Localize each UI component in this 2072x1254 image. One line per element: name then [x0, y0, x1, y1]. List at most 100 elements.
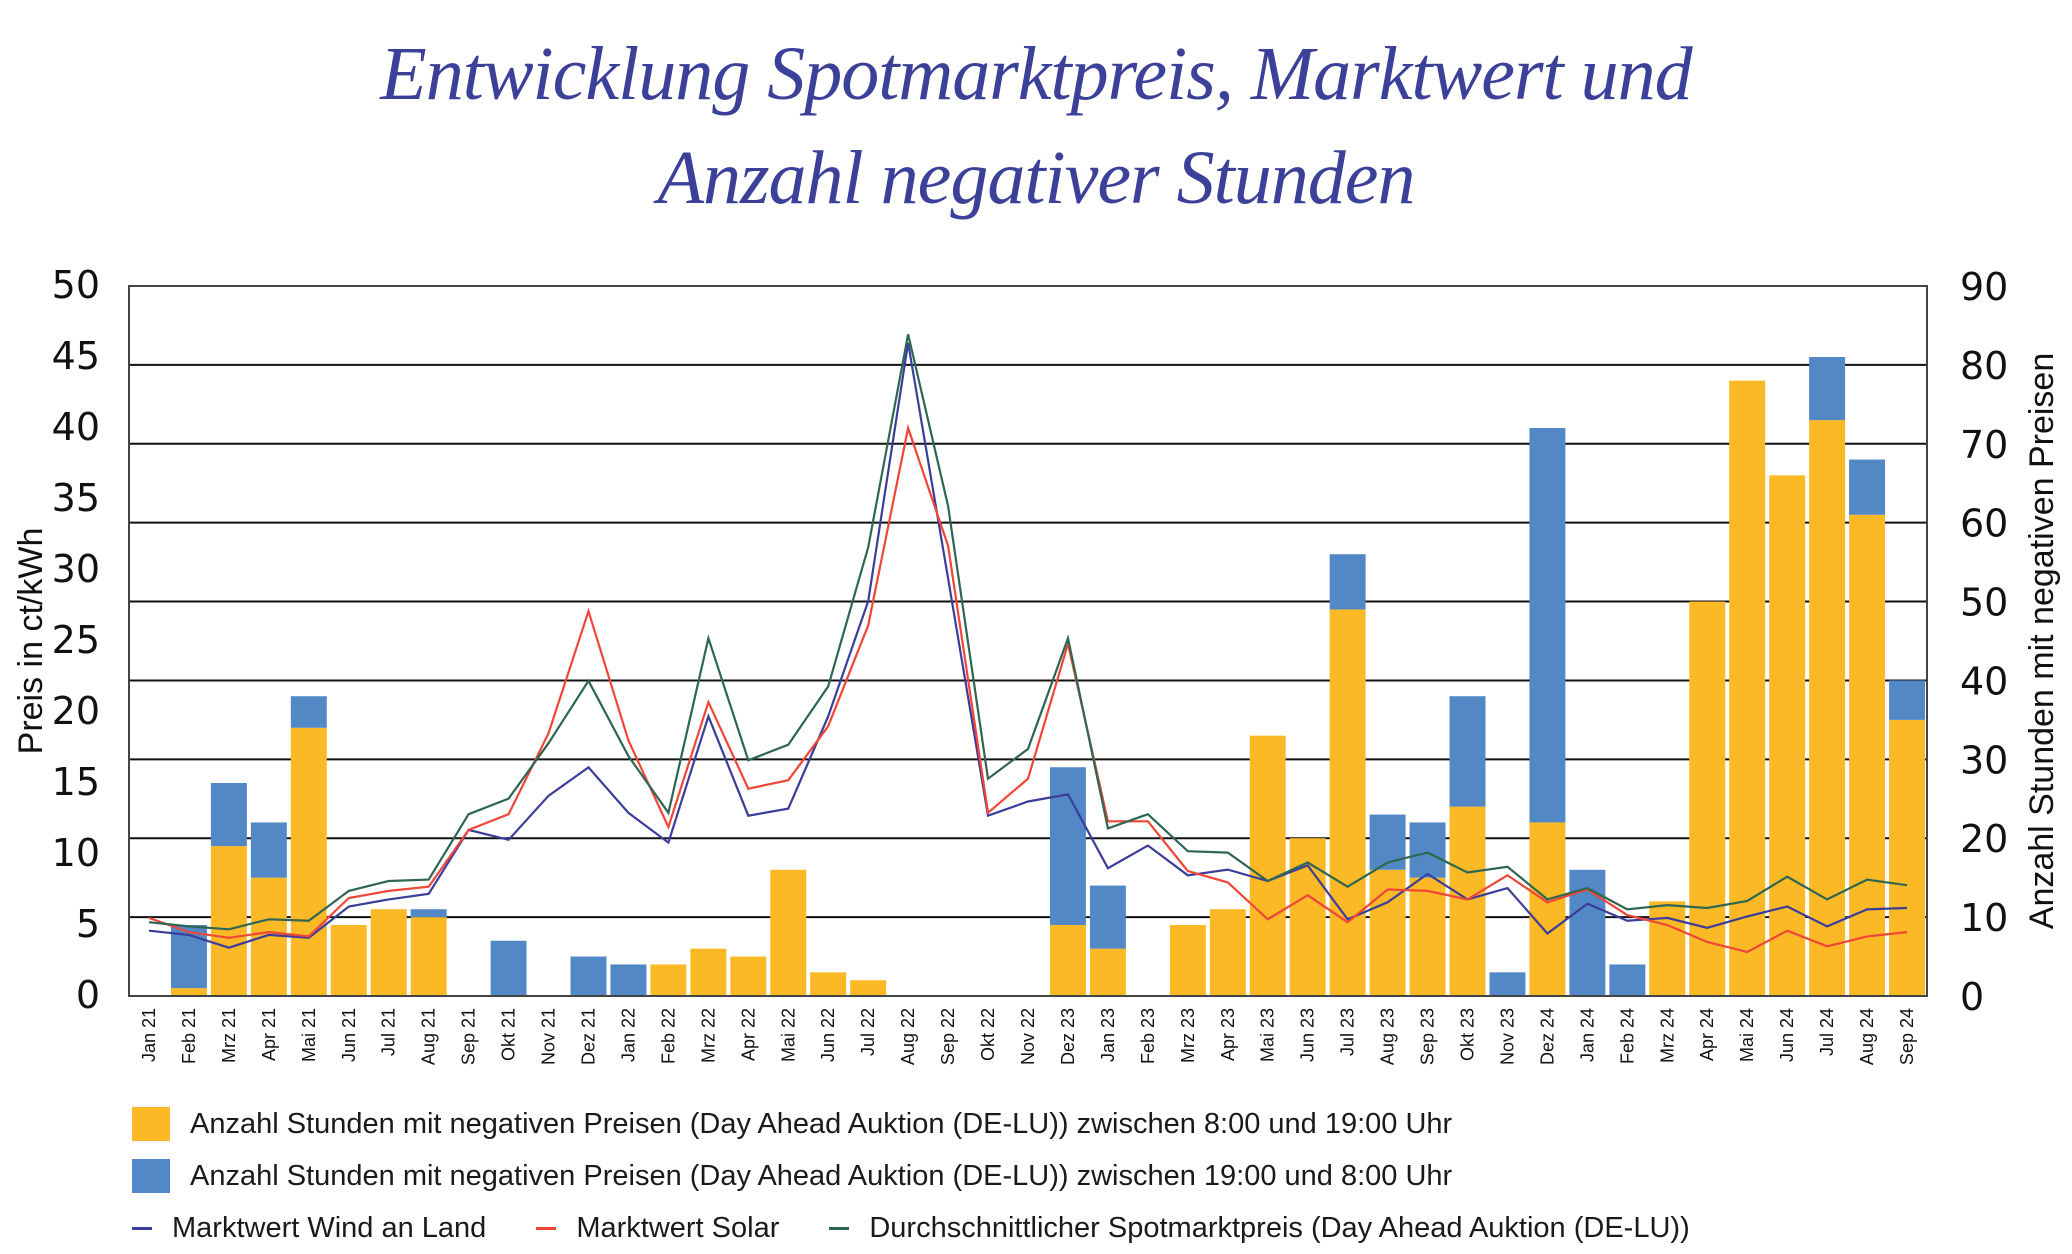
bar-night-hours	[1089, 885, 1126, 949]
gridlines	[129, 363, 1927, 919]
legend-swatch-night-hours	[132, 1159, 170, 1193]
bar-night-hours	[490, 940, 527, 996]
bar-day-hours	[1329, 609, 1366, 996]
bar-day-hours	[1209, 909, 1246, 996]
legend-swatch-solar	[536, 1226, 557, 1230]
bar-day-hours	[330, 925, 367, 996]
legend-label-night-hours: Anzahl Stunden mit negativen Preisen (Da…	[190, 1159, 1453, 1192]
y-left-tick-label: 10	[52, 831, 100, 875]
x-tick-label: Dez 24	[1537, 1008, 1557, 1065]
x-tick-label: Apr 23	[1218, 1008, 1238, 1061]
x-tick-label: Aug 24	[1857, 1008, 1877, 1065]
y-left-tick-label: 35	[52, 476, 100, 520]
x-tick-label: Jun 24	[1777, 1008, 1797, 1062]
x-tick-label: Sep 21	[459, 1008, 479, 1065]
line-layer	[148, 334, 1908, 954]
bar-day-hours	[1649, 901, 1686, 996]
bar-night-hours	[1489, 972, 1526, 996]
bar-night-hours	[1849, 459, 1886, 515]
x-tick-label: Okt 22	[978, 1008, 998, 1061]
y-right-tick-label: 10	[1960, 896, 2008, 940]
chart-title: Entwicklung Spotmarktpreis, Marktwert un…	[0, 22, 2072, 230]
x-tick-label: Mai 24	[1737, 1008, 1757, 1062]
x-tick-label: Sep 24	[1897, 1008, 1917, 1065]
y-right-tick-label: 20	[1960, 817, 2008, 861]
x-tick-label: Apr 24	[1697, 1008, 1717, 1061]
bar-night-hours	[1329, 554, 1366, 610]
x-tick-label: Okt 21	[499, 1008, 519, 1061]
legend-swatch-wind	[132, 1226, 152, 1230]
x-tick-label: Mai 22	[778, 1008, 798, 1062]
x-tick-label: Mrz 21	[219, 1008, 239, 1063]
bar-day-hours	[810, 972, 847, 996]
legend: Anzahl Stunden mit negativen Preisen (Da…	[132, 1098, 1740, 1254]
x-tick-label: Mai 21	[299, 1008, 319, 1062]
line-solar	[148, 423, 1908, 954]
bar-day-hours	[1769, 475, 1806, 996]
x-tick-label: Okt 23	[1458, 1008, 1478, 1061]
x-tick-label: Apr 22	[738, 1008, 758, 1061]
bar-day-hours	[850, 980, 887, 996]
bar-night-hours	[610, 964, 647, 996]
line-spot	[148, 334, 1908, 931]
bar-day-hours	[290, 727, 327, 996]
x-tick-label: Nov 21	[539, 1008, 559, 1065]
legend-entry-lines: Marktwert Wind an Land Marktwert Solar D…	[132, 1202, 1740, 1254]
bar-day-hours	[690, 948, 727, 996]
y-right-tick-label: 70	[1960, 423, 2008, 467]
x-tick-label: Aug 22	[898, 1008, 918, 1065]
bar-night-hours	[250, 822, 287, 878]
legend-label-solar: Marktwert Solar	[576, 1211, 780, 1244]
bar-day-hours	[210, 846, 247, 996]
x-tick-label: Jul 24	[1817, 1008, 1837, 1056]
x-tick-label: Sep 23	[1418, 1008, 1438, 1065]
x-tick-label: Feb 24	[1617, 1008, 1637, 1064]
y-right-tick-label: 60	[1960, 502, 2008, 546]
bar-night-hours	[1449, 696, 1486, 807]
line-wind	[148, 342, 1908, 949]
y-right-tick-label: 80	[1960, 344, 2008, 388]
plot-frame	[128, 285, 1928, 997]
chart-title-line-2: Anzahl negativer Stunden	[657, 136, 1416, 220]
y-left-tick-label: 0	[76, 973, 100, 1017]
y-right-tick-label: 50	[1960, 581, 2008, 625]
x-tick-label: Feb 23	[1138, 1008, 1158, 1064]
y-axis-left: 0 5 10 15 20 25 30 35 40 45 50	[52, 263, 100, 1017]
legend-entry-day-hours: Anzahl Stunden mit negativen Preisen (Da…	[132, 1098, 1740, 1150]
legend-swatch-day-hours	[132, 1107, 170, 1141]
y-left-tick-label: 25	[52, 618, 100, 662]
bar-day-hours	[1449, 806, 1486, 996]
y-axis-right-title: Anzahl Stunden mit negativen Preisen	[2023, 353, 2061, 929]
bar-night-hours	[1049, 767, 1086, 925]
y-right-tick-label: 90	[1960, 265, 2008, 309]
x-tick-label: Jul 22	[858, 1008, 878, 1056]
bar-night-hours	[1889, 680, 1925, 720]
x-tick-label: Mrz 22	[698, 1008, 718, 1063]
x-tick-label: Apr 21	[259, 1008, 279, 1061]
bar-night-hours	[410, 909, 447, 918]
x-tick-label: Jul 21	[379, 1008, 399, 1056]
y-axis-left-title: Preis in ct/kWh	[12, 528, 50, 755]
y-left-tick-label: 5	[76, 902, 100, 946]
bar-night-hours	[1409, 822, 1446, 878]
bar-day-hours	[1089, 948, 1126, 996]
bar-day-hours	[1689, 601, 1726, 996]
bar-day-hours	[1409, 877, 1446, 996]
y-right-tick-label: 0	[1960, 975, 1984, 1019]
y-left-tick-label: 45	[52, 334, 100, 378]
bar-night-hours	[1809, 357, 1846, 421]
y-left-tick-label: 30	[52, 547, 100, 591]
legend-label-spot: Durchschnittlicher Spotmarktpreis (Day A…	[869, 1211, 1690, 1244]
x-tick-label: Nov 23	[1498, 1008, 1518, 1065]
x-tick-label: Jun 21	[339, 1008, 359, 1062]
bar-night-hours	[570, 956, 607, 996]
x-tick-label: Jan 22	[618, 1008, 638, 1062]
bar-day-hours	[410, 917, 447, 996]
bar-layer	[170, 357, 1925, 997]
x-tick-label: Jun 22	[818, 1008, 838, 1062]
bar-day-hours	[170, 988, 207, 996]
legend-entry-spot: Durchschnittlicher Spotmarktpreis (Day A…	[829, 1211, 1690, 1245]
legend-label-day-hours: Anzahl Stunden mit negativen Preisen (Da…	[190, 1107, 1453, 1140]
x-tick-label: Feb 22	[658, 1008, 678, 1064]
